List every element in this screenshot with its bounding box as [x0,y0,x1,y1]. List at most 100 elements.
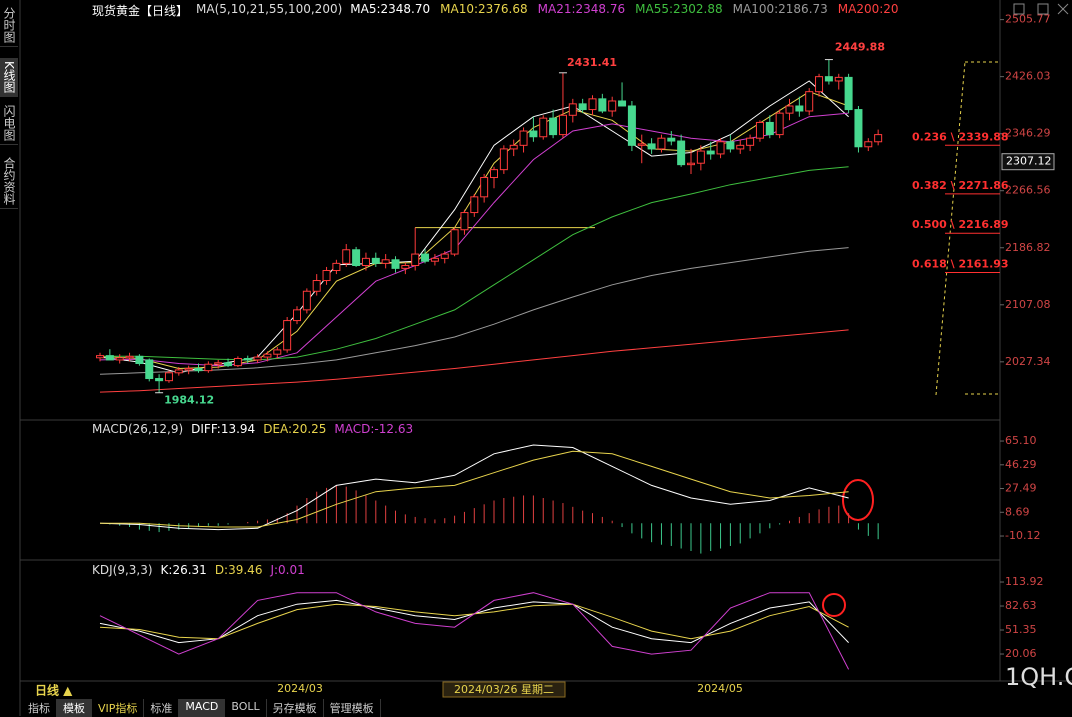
candle-body [509,144,518,150]
candle-body [96,355,104,359]
candle-body [765,121,774,136]
last-price: 2307.12 [1006,155,1052,168]
candle-body [499,148,508,171]
candle-body [854,109,863,148]
candle-body [618,100,627,107]
footer-tab[interactable]: BOLL [225,699,267,717]
candle-body [184,368,193,371]
y-tick-label: 2027.34 [1005,355,1051,368]
candle-body [214,362,223,365]
cursor-date: 2024/03/26 星期二 [454,683,554,696]
fib-label: 0.500 \ 2216.89 [912,218,1009,231]
macd-legend: MACD(26,12,9) DIFF:13.94 DEA:20.25 MACD:… [92,422,413,436]
side-tab[interactable]: 闪电图 [0,102,18,145]
candle-body [874,134,883,143]
legend: MA5:2348.70 MA10:2376.68 MA21:2348.76 MA55:… [350,2,898,19]
candle-body [253,356,262,361]
y-tick-label: 65.10 [1005,434,1037,447]
candle-body [657,137,666,150]
candle-body [519,130,528,146]
side-tab[interactable]: K线图 [0,58,18,97]
indicator-title: MACD(26,12,9) [92,422,184,436]
legend-entry: MA55:2302.88 [635,2,723,16]
candle-body [578,103,587,111]
candle-body [706,150,715,155]
candle-body [302,290,311,311]
candle-body [342,249,351,264]
candle-body [785,105,794,114]
price-annotation: 2449.88 [835,41,885,54]
candle-body [687,162,695,166]
candle-body [164,372,173,382]
legend-entry: D:39.46 [214,563,263,577]
tab-bar: 指标 模板 VIP指标 标准 MACD BOLL 另存模板 管理模板 [22,699,381,717]
candle-body [332,262,341,272]
footer-tab[interactable]: 模板 [57,699,92,717]
y-tick-label: 2107.08 [1005,298,1051,311]
candle-body [125,355,134,359]
footer-tab[interactable]: 指标 [22,699,57,717]
y-tick-label: 51.35 [1005,623,1037,636]
candle-body [529,130,538,138]
indicator-line [99,247,849,375]
candle-body [174,369,183,374]
side-tab[interactable]: 分时图 [0,4,18,47]
candle-body [293,309,301,322]
footer-tab[interactable]: 另存模板 [267,699,324,717]
candle-body [440,253,449,259]
candle-body [145,359,154,380]
candle-body [322,270,331,282]
y-tick-label: 2266.56 [1005,184,1051,197]
candle-body [598,98,607,112]
candle-body [795,105,804,112]
candle-body [233,357,242,367]
indicator-line [99,444,849,531]
last-price-box [1001,153,1055,171]
candle-body [736,144,745,150]
price-annotation: 1984.12 [164,394,214,407]
candle-body [411,253,420,267]
highlight-circle [842,479,874,521]
candle-body [677,140,686,166]
candle-body [480,177,489,198]
candle-body [490,169,498,179]
candle-body [696,150,705,164]
candle-body [105,355,114,361]
candle-body [637,143,646,146]
y-tick-label: 82.63 [1005,599,1037,612]
legend-entry: MA100:2186.73 [732,2,828,16]
ma-params: MA(5,10,21,55,100,200) [196,2,343,16]
watermark: 1QH.CN [1005,663,1072,691]
candle-body [224,362,233,367]
indicator-line [99,329,849,393]
footer-tab[interactable]: VIP指标 [92,699,145,717]
candle-body [647,143,656,150]
candle-body [430,257,439,262]
legend-entry: MA10:2376.68 [440,2,528,16]
footer-tab[interactable]: MACD [179,699,226,717]
candle-body [391,259,400,269]
footer-tab[interactable]: 管理模板 [324,699,381,717]
side-tab[interactable]: 合约资料 [0,154,18,209]
candle-body [371,257,380,264]
candle-body [381,259,390,264]
fib-label: 0.236 \ 2339.88 [912,130,1009,143]
candle-body [450,229,459,255]
highlight-circle [822,593,846,617]
footer-tab[interactable]: 标准 [144,699,180,717]
candle-body [263,353,272,358]
y-tick-label: 2186.82 [1005,241,1051,254]
y-tick-label: 113.92 [1005,575,1044,588]
candle-body [568,103,577,116]
y-tick-label: 2505.77 [1005,13,1051,26]
y-tick-label: 2426.03 [1005,70,1051,83]
x-tick-label: 2024/05 [697,682,743,695]
period-label[interactable]: 日线 ▲ [35,683,73,698]
legend-entry: MA21:2348.76 [537,2,626,16]
indicator-line [100,166,849,361]
candle-body [460,212,469,231]
fib-label: 0.382 \ 2271.86 [912,179,1009,192]
fib-label: 0.618 \ 2161.93 [912,258,1009,271]
